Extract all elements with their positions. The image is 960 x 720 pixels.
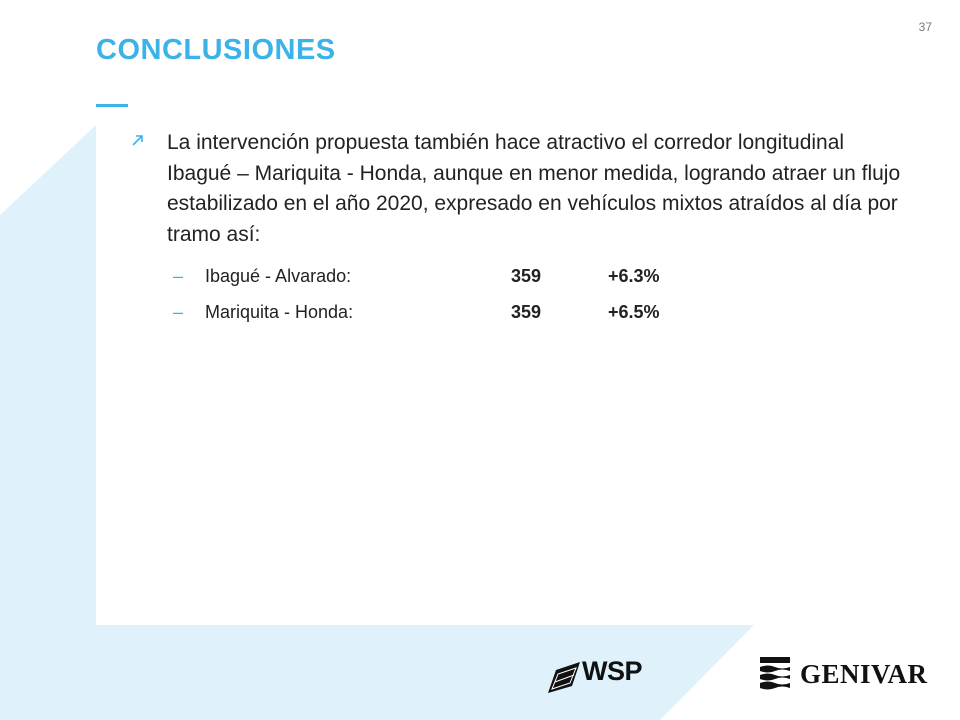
content-area: La intervención propuesta también hace a…: [130, 128, 910, 330]
arrow-up-right-icon: [132, 135, 143, 146]
page-title: CONCLUSIONES: [96, 34, 336, 66]
bullet-text: La intervención propuesta también hace a…: [167, 131, 901, 246]
genivar-logo-icon: [760, 657, 790, 690]
bullet-item: La intervención propuesta también hace a…: [130, 128, 910, 250]
wsp-logo: WSP: [582, 656, 643, 686]
title-underline: [96, 104, 128, 107]
segment-change: +6.5%: [608, 302, 660, 322]
segment-change: +6.3%: [608, 266, 660, 286]
wsp-logo-icon: [548, 662, 580, 693]
genivar-logo: GENIVAR: [800, 659, 928, 689]
dash-marker: –: [173, 302, 184, 322]
segment-label: Ibagué - Alvarado:: [205, 266, 352, 286]
left-band: [0, 125, 754, 720]
dash-marker: –: [173, 266, 184, 286]
segment-label: Mariquita - Honda:: [205, 302, 354, 322]
list-item: – Mariquita - Honda: 359 +6.5%: [173, 294, 910, 330]
list-item: – Ibagué - Alvarado: 359 +6.3%: [173, 258, 910, 294]
segment-value: 359: [511, 266, 542, 286]
slide-number: 37: [918, 20, 932, 34]
segment-list: – Ibagué - Alvarado: 359 +6.3% – Mariqui…: [130, 258, 910, 330]
segment-value: 359: [511, 302, 542, 322]
